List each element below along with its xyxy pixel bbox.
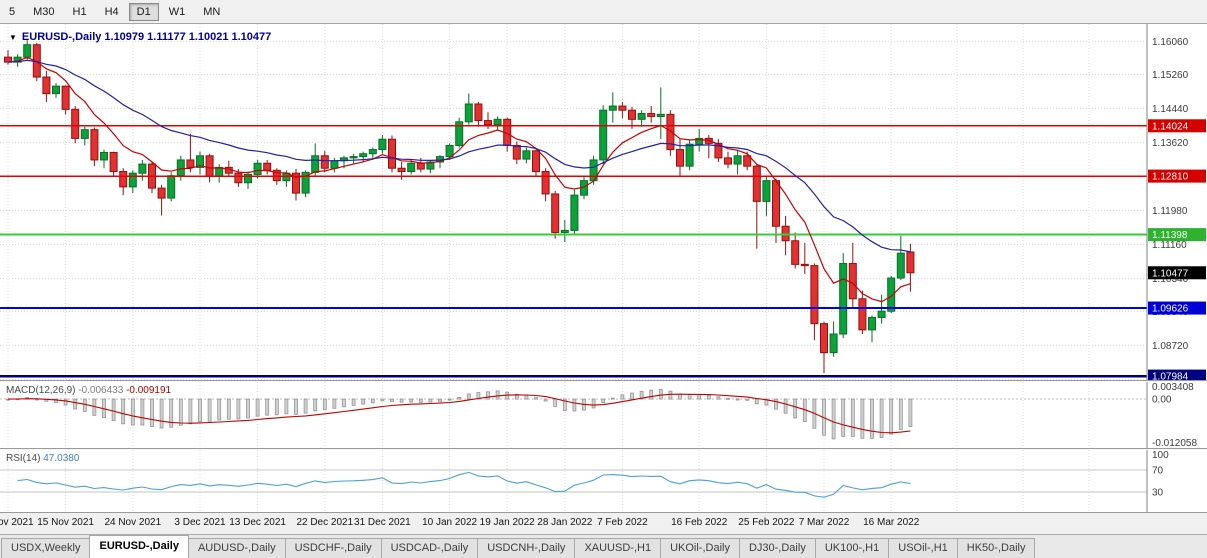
ohlc-open: 1.10979 xyxy=(104,31,145,43)
chart-tabs-bar: USDX,Weekly EURUSD-,Daily AUDUSD-,Daily USD… xyxy=(0,534,1207,558)
price-tag-1.09626[interactable]: 1.09626 xyxy=(1148,301,1206,315)
rsi-label: RSI(14) 47.0380 xyxy=(6,453,79,464)
date-label: 10 Jan 2022 xyxy=(422,517,478,528)
y-axis-tick: 1.11980 xyxy=(1152,206,1188,217)
timeframe-button-h4[interactable]: H4 xyxy=(104,5,119,18)
chart-tab-usdcnh-daily[interactable]: USDCNH-,Daily xyxy=(477,538,576,558)
timeframe-button-mn[interactable]: MN xyxy=(203,5,221,18)
chart-tab-xauusd-h1[interactable]: XAUUSD-,H1 xyxy=(574,538,662,558)
y-axis-tick: 1.10340 xyxy=(1152,274,1189,285)
chart-tab-usdx-weekly[interactable]: USDX,Weekly xyxy=(1,538,91,558)
date-label: 15 Nov 2021 xyxy=(37,517,94,528)
rsi-name: RSI(14) xyxy=(6,453,41,464)
svg-text:1.12810: 1.12810 xyxy=(1152,172,1189,183)
chart-tab-uk100-h1[interactable]: UK100-,H1 xyxy=(814,538,890,558)
chart-symbol-label: EURUSD-,Daily xyxy=(21,31,102,43)
chart-tab-eurusd-daily[interactable]: EURUSD-,Daily xyxy=(89,535,189,558)
macd-label: MACD(12,26,9) -0.006433 -0.009191 xyxy=(6,385,171,396)
date-label: 31 Dec 2021 xyxy=(354,517,411,528)
y-axis-tick: 1.11160 xyxy=(1152,240,1187,251)
timeframe-button-5[interactable]: 5 xyxy=(9,5,16,18)
date-label: 16 Mar 2022 xyxy=(863,517,920,528)
date-label: 28 Jan 2022 xyxy=(537,517,593,528)
chart-dropdown-triangle-icon[interactable]: ▼ xyxy=(9,33,17,42)
timeframe-button-w1[interactable]: W1 xyxy=(168,5,186,18)
date-label: 19 Jan 2022 xyxy=(479,517,535,528)
date-label: 16 Feb 2022 xyxy=(671,517,728,528)
price-tag-1.07984[interactable]: 1.07984 xyxy=(1148,369,1206,380)
macd-histogram xyxy=(6,388,913,440)
chart-tab-hk50-daily[interactable]: HK50-,Daily xyxy=(956,538,1036,558)
macd-axis-tick: 0.003408 xyxy=(1152,382,1194,393)
rsi-grid xyxy=(7,450,1090,512)
y-axis-tick: 1.13620 xyxy=(1152,138,1189,149)
rsi-line xyxy=(17,471,911,498)
chart-tab-audusd-daily[interactable]: AUDUSD-,Daily xyxy=(187,538,286,558)
ohlc-low: 1.10021 xyxy=(188,31,229,43)
date-label: 13 Dec 2021 xyxy=(229,517,286,528)
timeframe-button-d1[interactable]: D1 xyxy=(128,2,159,21)
panel-separator-macd[interactable] xyxy=(0,380,1207,382)
y-axis-tick: 1.16060 xyxy=(1152,37,1189,48)
rsi-axis-tick: 100 xyxy=(1152,450,1169,461)
date-label: 3 Dec 2021 xyxy=(174,517,226,528)
chart-tab-usdcad-daily[interactable]: USDCAD-,Daily xyxy=(380,538,479,558)
svg-text:1.10477: 1.10477 xyxy=(1152,268,1189,279)
current-price-tag[interactable]: 1.10477 xyxy=(1148,266,1206,280)
main-grid xyxy=(0,24,1147,380)
rsi-axis-tick: 30 xyxy=(1152,488,1164,499)
rsi-value: 47.0380 xyxy=(43,453,80,464)
date-label: 25 Feb 2022 xyxy=(738,517,795,528)
ma-fast-red xyxy=(7,56,911,303)
timeframe-toolbar: 5 M30 H1 H4 D1 W1 MN xyxy=(0,0,1207,24)
price-tag-1.14024[interactable]: 1.14024 xyxy=(1148,119,1206,133)
price-tag-1.12810[interactable]: 1.12810 xyxy=(1148,169,1206,183)
ohlc-close: 1.10477 xyxy=(231,31,272,43)
macd-axis-tick: 0.00 xyxy=(1152,395,1172,406)
chart-tab-usoil-h1[interactable]: USOil-,H1 xyxy=(888,538,958,558)
macd-name: MACD(12,26,9) xyxy=(6,385,76,396)
svg-text:1.07984: 1.07984 xyxy=(1152,372,1189,380)
macd-axis-tick: -0.012058 xyxy=(1152,438,1197,448)
y-axis-tick: 1.08720 xyxy=(1152,341,1189,352)
date-label: 7 Feb 2022 xyxy=(597,517,648,528)
date-label: 24 Nov 2021 xyxy=(104,517,162,528)
panel-separator-rsi[interactable] xyxy=(0,448,1207,450)
date-label: 7 Mar 2022 xyxy=(798,517,850,528)
timeframe-button-m30[interactable]: M30 xyxy=(33,5,55,18)
main-chart[interactable]: 1.160601.152601.144401.136201.128001.119… xyxy=(0,24,1207,380)
chart-tab-usdchf-daily[interactable]: USDCHF-,Daily xyxy=(284,538,382,558)
svg-text:1.14024: 1.14024 xyxy=(1152,121,1189,132)
svg-text:1.11398: 1.11398 xyxy=(1152,230,1188,241)
ma-slow-blue xyxy=(7,59,911,253)
svg-text:1.09626: 1.09626 xyxy=(1152,304,1189,315)
macd-panel[interactable]: 0.003408 0.00 -0.012058 xyxy=(0,382,1207,448)
rsi-axis-tick: 70 xyxy=(1152,465,1164,476)
date-label: 5 Nov 2021 xyxy=(0,517,34,528)
timeframe-button-h1[interactable]: H1 xyxy=(72,5,87,18)
chart-tab-ukoil-daily[interactable]: UKOil-,Daily xyxy=(660,538,740,558)
macd-signal-line xyxy=(7,393,911,434)
price-tag-1.11398[interactable]: 1.11398 xyxy=(1148,228,1206,242)
y-axis-tick: 1.15260 xyxy=(1152,70,1189,81)
chart-tab-dj30-daily[interactable]: DJ30-,Daily xyxy=(738,538,816,558)
macd-main-value: -0.006433 xyxy=(78,385,124,396)
date-label: 22 Dec 2021 xyxy=(296,517,354,528)
rsi-panel[interactable]: 100 70 30 xyxy=(0,450,1207,512)
candles-series xyxy=(4,40,915,373)
y-axis-tick: 1.14440 xyxy=(1152,104,1189,115)
chart-title: ▼ EURUSD-,Daily 1.10979 1.11177 1.10021 1.104… xyxy=(9,31,274,43)
ohlc-high: 1.11177 xyxy=(147,31,186,43)
macd-signal-value: -0.009191 xyxy=(126,385,172,396)
